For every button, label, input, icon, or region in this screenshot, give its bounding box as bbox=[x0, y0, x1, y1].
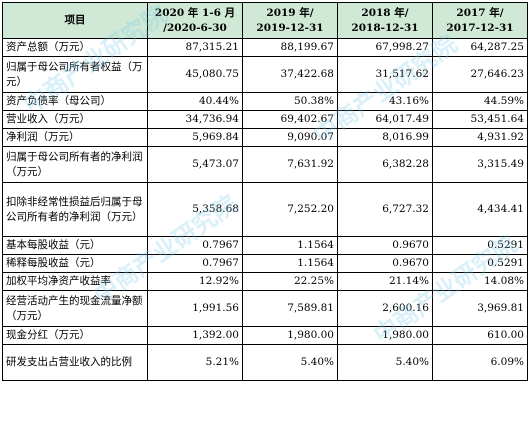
cell-value: 27,646.23 bbox=[432, 56, 528, 93]
row-label: 经营活动产生的现金流量净额（万元） bbox=[2, 290, 148, 327]
table-row: 营业收入（万元） 34,736.94 69,402.67 64,017.49 5… bbox=[2, 110, 528, 129]
cell-value: 43.16% bbox=[337, 92, 433, 111]
row-label: 稀释每股收益（元） bbox=[2, 254, 148, 273]
cell-value: 1,980.00 bbox=[337, 326, 433, 345]
cell-value: 0.7967 bbox=[147, 236, 243, 255]
cell-value: 4,434.41 bbox=[432, 182, 528, 237]
row-label: 营业收入（万元） bbox=[2, 110, 148, 129]
financial-summary-table: 项目 2020 年 1-6 月 /2020-6-30 2019 年/ 2019-… bbox=[2, 2, 528, 381]
header-item: 项目 bbox=[2, 2, 148, 39]
cell-value: 31,517.62 bbox=[337, 56, 433, 93]
header-line2: /2020-6-30 bbox=[163, 21, 227, 34]
cell-value: 1.1564 bbox=[242, 254, 338, 273]
row-label: 资产总额（万元） bbox=[2, 38, 148, 57]
cell-value: 44.59% bbox=[432, 92, 528, 111]
table-row: 净利润（万元） 5,969.84 9,090.07 8,016.99 4,931… bbox=[2, 128, 528, 147]
cell-value: 5,969.84 bbox=[147, 128, 243, 147]
cell-value: 64,017.49 bbox=[337, 110, 433, 129]
header-2019: 2019 年/ 2019-12-31 bbox=[242, 2, 338, 39]
table-row: 归属于母公司所有者权益（万元） 45,080.75 37,422.68 31,5… bbox=[2, 56, 528, 93]
row-label: 加权平均净资产收益率 bbox=[2, 272, 148, 291]
cell-value: 5,473.07 bbox=[147, 146, 243, 183]
cell-value: 5.40% bbox=[337, 344, 433, 381]
cell-value: 6,727.32 bbox=[337, 182, 433, 237]
table-row: 资产总额（万元） 87,315.21 88,199.67 67,998.27 6… bbox=[2, 38, 528, 57]
cell-value: 12.92% bbox=[147, 272, 243, 291]
cell-value: 5,358.68 bbox=[147, 182, 243, 237]
cell-value: 0.5291 bbox=[432, 254, 528, 273]
cell-value: 7,252.20 bbox=[242, 182, 338, 237]
cell-value: 6.09% bbox=[432, 344, 528, 381]
cell-value: 37,422.68 bbox=[242, 56, 338, 93]
row-label: 资产负债率（母公司） bbox=[2, 92, 148, 111]
table-row: 现金分红（万元） 1,392.00 1,980.00 1,980.00 610.… bbox=[2, 326, 528, 345]
row-label: 净利润（万元） bbox=[2, 128, 148, 147]
header-line1: 2018 年/ bbox=[361, 6, 409, 19]
cell-value: 14.08% bbox=[432, 272, 528, 291]
cell-value: 6,382.28 bbox=[337, 146, 433, 183]
cell-value: 40.44% bbox=[147, 92, 243, 111]
header-2020h1: 2020 年 1-6 月 /2020-6-30 bbox=[147, 2, 243, 39]
cell-value: 7,631.92 bbox=[242, 146, 338, 183]
cell-value: 610.00 bbox=[432, 326, 528, 345]
cell-value: 50.38% bbox=[242, 92, 338, 111]
cell-value: 64,287.25 bbox=[432, 38, 528, 57]
table-header-row: 项目 2020 年 1-6 月 /2020-6-30 2019 年/ 2019-… bbox=[2, 2, 528, 39]
table-row: 稀释每股收益（元） 0.7967 1.1564 0.9670 0.5291 bbox=[2, 254, 528, 273]
header-line1: 2020 年 1-6 月 bbox=[154, 6, 236, 19]
header-line2: 2017-12-31 bbox=[446, 21, 514, 34]
table-row: 扣除非经常性损益后归属于母公司所有者的净利润（万元） 5,358.68 7,25… bbox=[2, 182, 528, 237]
header-line2: 2019-12-31 bbox=[256, 21, 324, 34]
row-label: 扣除非经常性损益后归属于母公司所有者的净利润（万元） bbox=[2, 182, 148, 237]
cell-value: 69,402.67 bbox=[242, 110, 338, 129]
cell-value: 9,090.07 bbox=[242, 128, 338, 147]
table-row: 归属于母公司所有者的净利润（万元） 5,473.07 7,631.92 6,38… bbox=[2, 146, 528, 183]
cell-value: 4,931.92 bbox=[432, 128, 528, 147]
table-row: 研发支出占营业收入的比例 5.21% 5.40% 5.40% 6.09% bbox=[2, 344, 528, 381]
cell-value: 1,980.00 bbox=[242, 326, 338, 345]
cell-value: 22.25% bbox=[242, 272, 338, 291]
header-2017: 2017 年/ 2017-12-31 bbox=[432, 2, 528, 39]
table-row: 资产负债率（母公司） 40.44% 50.38% 43.16% 44.59% bbox=[2, 92, 528, 111]
financial-table-container: 项目 2020 年 1-6 月 /2020-6-30 2019 年/ 2019-… bbox=[2, 2, 528, 381]
cell-value: 88,199.67 bbox=[242, 38, 338, 57]
cell-value: 1,991.56 bbox=[147, 290, 243, 327]
header-line2: 2018-12-31 bbox=[351, 21, 419, 34]
cell-value: 1,392.00 bbox=[147, 326, 243, 345]
row-label: 归属于母公司所有者的净利润（万元） bbox=[2, 146, 148, 183]
table-row: 基本每股收益（元） 0.7967 1.1564 0.9670 0.5291 bbox=[2, 236, 528, 255]
cell-value: 3,315.49 bbox=[432, 146, 528, 183]
table-row: 加权平均净资产收益率 12.92% 22.25% 21.14% 14.08% bbox=[2, 272, 528, 291]
table-row: 经营活动产生的现金流量净额（万元） 1,991.56 7,589.81 2,60… bbox=[2, 290, 528, 327]
cell-value: 7,589.81 bbox=[242, 290, 338, 327]
cell-value: 1.1564 bbox=[242, 236, 338, 255]
row-label: 归属于母公司所有者权益（万元） bbox=[2, 56, 148, 93]
cell-value: 53,451.64 bbox=[432, 110, 528, 129]
cell-value: 0.9670 bbox=[337, 236, 433, 255]
cell-value: 0.7967 bbox=[147, 254, 243, 273]
header-2018: 2018 年/ 2018-12-31 bbox=[337, 2, 433, 39]
row-label: 基本每股收益（元） bbox=[2, 236, 148, 255]
cell-value: 2,600.16 bbox=[337, 290, 433, 327]
cell-value: 67,998.27 bbox=[337, 38, 433, 57]
row-label: 研发支出占营业收入的比例 bbox=[2, 344, 148, 381]
cell-value: 87,315.21 bbox=[147, 38, 243, 57]
header-line1: 2019 年/ bbox=[266, 6, 314, 19]
cell-value: 21.14% bbox=[337, 272, 433, 291]
cell-value: 34,736.94 bbox=[147, 110, 243, 129]
header-line1: 2017 年/ bbox=[456, 6, 504, 19]
cell-value: 0.9670 bbox=[337, 254, 433, 273]
cell-value: 5.40% bbox=[242, 344, 338, 381]
row-label: 现金分红（万元） bbox=[2, 326, 148, 345]
cell-value: 5.21% bbox=[147, 344, 243, 381]
cell-value: 0.5291 bbox=[432, 236, 528, 255]
cell-value: 3,969.81 bbox=[432, 290, 528, 327]
cell-value: 45,080.75 bbox=[147, 56, 243, 93]
cell-value: 8,016.99 bbox=[337, 128, 433, 147]
